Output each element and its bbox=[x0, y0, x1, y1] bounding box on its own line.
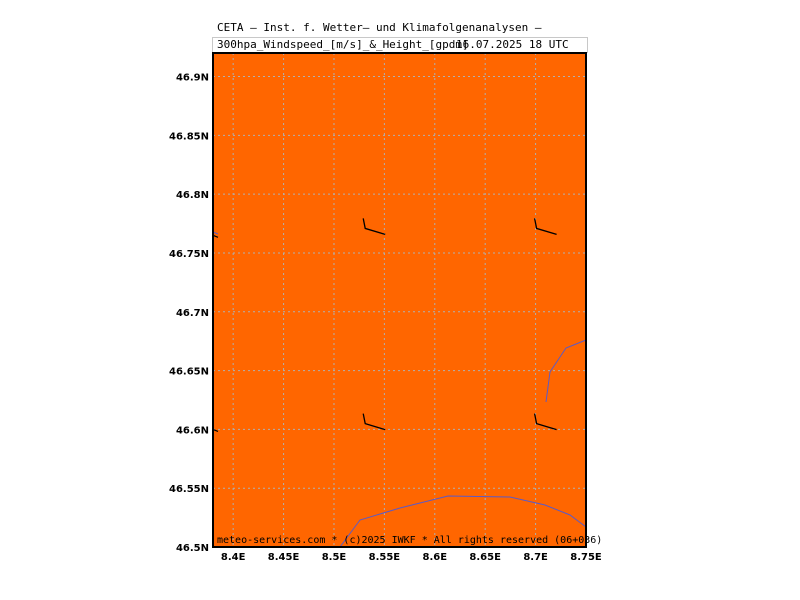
title-line-1: CETA — Inst. f. Wetter— und Klimafolgena… bbox=[217, 21, 542, 34]
lat-tick-label: 46.65N bbox=[169, 367, 209, 378]
lon-tick-label: 8.65E bbox=[469, 552, 501, 563]
lat-tick-label: 46.75N bbox=[169, 249, 209, 260]
lat-tick-label: 46.6N bbox=[176, 425, 209, 436]
latitude-tick-labels: 46.5N 46.55N 46.6N 46.65N 46.7N 46.75N 46.8N 46… bbox=[169, 73, 209, 554]
lon-tick-label: 8.7E bbox=[523, 552, 548, 563]
lon-tick-label: 8.75E bbox=[570, 552, 602, 563]
copyright-footer: meteo-services.com * (c)2025 IWKF * All … bbox=[217, 535, 603, 546]
title-line-2: 300hpa_Windspeed_[m/s]_&_Height_[gpdm] bbox=[217, 38, 469, 51]
wind-barb bbox=[362, 413, 386, 431]
lat-tick-label: 46.5N bbox=[176, 543, 209, 554]
wind-barb bbox=[362, 218, 386, 236]
lon-tick-label: 8.5E bbox=[322, 552, 347, 563]
wind-barb bbox=[533, 413, 557, 431]
map-background bbox=[213, 53, 586, 547]
lon-tick-label: 8.45E bbox=[268, 552, 300, 563]
map-frame bbox=[212, 52, 587, 548]
valid-time: 16.07.2025 18 UTC bbox=[456, 38, 569, 51]
lat-tick-label: 46.55N bbox=[169, 484, 209, 495]
country-border-east bbox=[545, 339, 587, 403]
lat-tick-label: 46.8N bbox=[176, 190, 209, 201]
lat-tick-label: 46.9N bbox=[176, 73, 209, 84]
lon-tick-label: 8.4E bbox=[221, 552, 246, 563]
longitude-tick-labels: 8.4E 8.45E 8.5E 8.55E 8.6E 8.65E 8.7E 8.75E bbox=[221, 552, 602, 563]
lat-tick-label: 46.7N bbox=[176, 308, 209, 319]
country-border-south bbox=[339, 495, 587, 548]
lat-tick-label: 46.85N bbox=[169, 131, 209, 142]
lon-tick-label: 8.6E bbox=[423, 552, 448, 563]
lon-tick-label: 8.55E bbox=[369, 552, 401, 563]
wind-barb bbox=[533, 218, 557, 236]
